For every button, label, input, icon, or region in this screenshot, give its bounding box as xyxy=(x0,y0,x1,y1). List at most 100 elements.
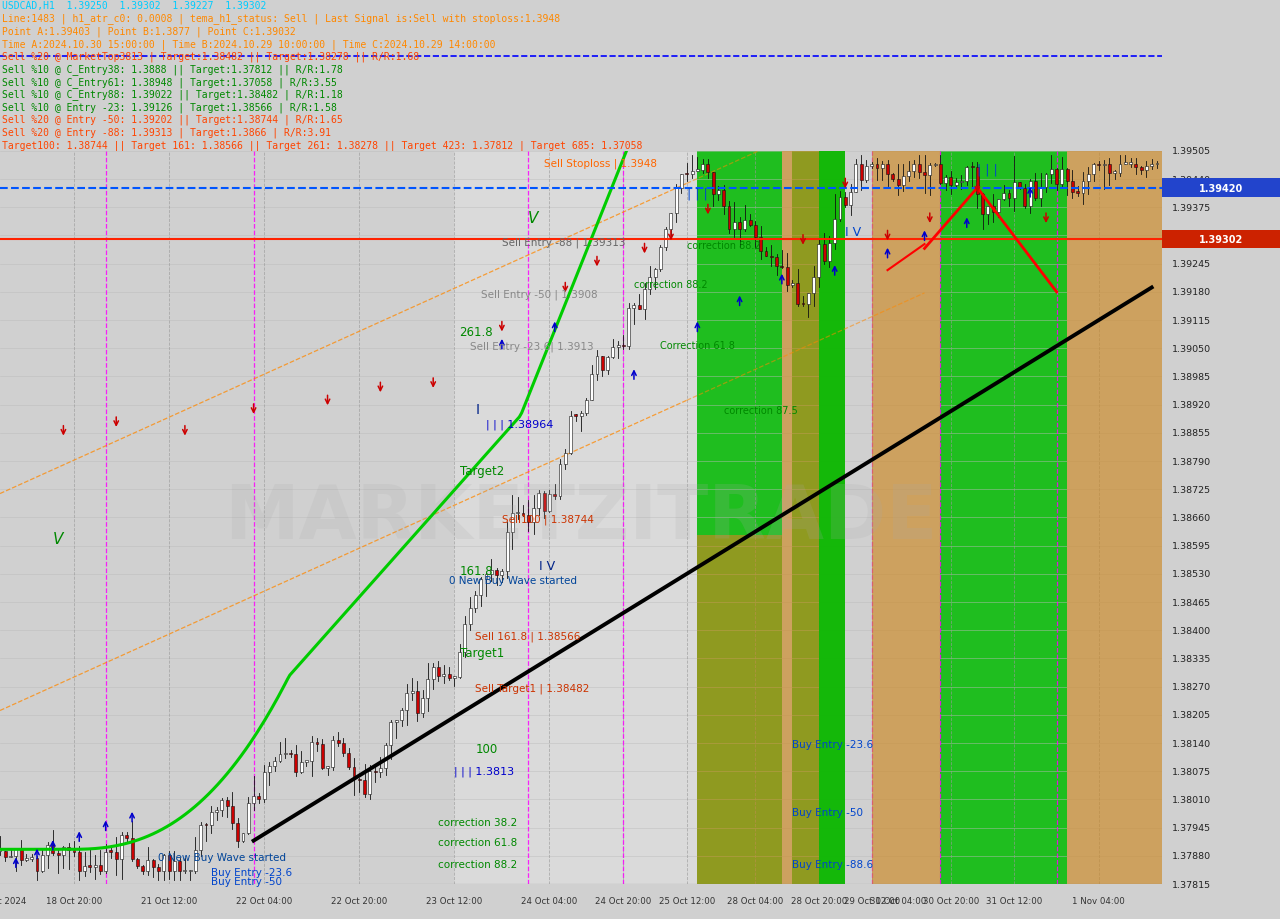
Bar xyxy=(669,214,672,230)
Bar xyxy=(257,796,260,799)
Bar xyxy=(225,800,229,806)
Text: Sell %20 @ MarketTop3813 | Target:1.38482 || Target:1.38278 || R/R:1.68: Sell %20 @ MarketTop3813 | Target:1.3848… xyxy=(3,51,420,62)
Bar xyxy=(776,258,778,267)
Bar xyxy=(242,834,244,842)
Bar xyxy=(675,188,677,214)
Bar xyxy=(406,694,408,710)
Bar xyxy=(426,679,429,698)
Bar xyxy=(463,624,466,652)
Bar xyxy=(1092,165,1094,175)
Bar xyxy=(941,152,1068,884)
Bar xyxy=(178,861,180,871)
Text: 30 Oct 04:00: 30 Oct 04:00 xyxy=(870,896,927,905)
Bar xyxy=(828,244,831,262)
Text: Sell100 | 1.38744: Sell100 | 1.38744 xyxy=(502,515,594,525)
Bar xyxy=(401,710,403,720)
Bar xyxy=(659,247,662,269)
Text: 1.38920: 1.38920 xyxy=(1171,401,1211,410)
Bar xyxy=(284,753,287,754)
Bar xyxy=(792,152,819,884)
Bar xyxy=(273,761,276,766)
Bar xyxy=(696,170,699,172)
Bar xyxy=(691,172,694,176)
Text: 24 Oct 20:00: 24 Oct 20:00 xyxy=(595,896,652,905)
Bar xyxy=(881,165,883,169)
Bar xyxy=(643,289,646,310)
Bar xyxy=(801,303,804,305)
Bar xyxy=(490,571,493,574)
Text: Target100: 1.38744 || Target 161: 1.38566 || Target 261: 1.38278 || Target 423: : Target100: 1.38744 || Target 161: 1.3856… xyxy=(3,140,643,151)
Bar xyxy=(411,691,413,694)
Bar xyxy=(1012,183,1016,199)
Bar xyxy=(1114,172,1116,174)
Bar xyxy=(358,779,361,780)
Bar xyxy=(1060,170,1064,185)
Bar xyxy=(908,172,910,176)
Text: | | |: | | | xyxy=(687,187,708,200)
Text: 1.39115: 1.39115 xyxy=(1171,316,1211,325)
Bar xyxy=(733,222,736,230)
Bar xyxy=(9,856,12,857)
Bar xyxy=(585,401,588,414)
Bar xyxy=(722,191,726,207)
Bar xyxy=(950,177,952,186)
Bar xyxy=(913,165,915,172)
Bar xyxy=(416,691,419,713)
Bar xyxy=(31,857,33,859)
Text: 22 Oct 04:00: 22 Oct 04:00 xyxy=(236,896,292,905)
Text: Sell Entry -88 | 1.39313: Sell Entry -88 | 1.39313 xyxy=(502,237,626,247)
Text: 1.37945: 1.37945 xyxy=(1171,823,1211,833)
Text: Sell %20 @ Entry -50: 1.39202 || Target:1.38744 | R/R:1.65: Sell %20 @ Entry -50: 1.39202 || Target:… xyxy=(3,115,343,125)
Text: Sell Stoploss | 1.3948: Sell Stoploss | 1.3948 xyxy=(544,159,657,169)
Bar xyxy=(637,305,641,310)
Bar xyxy=(352,767,356,779)
Text: I V: I V xyxy=(845,226,861,239)
Bar xyxy=(421,698,424,713)
Bar xyxy=(347,754,351,767)
Bar xyxy=(532,508,535,523)
Bar xyxy=(590,374,593,401)
Text: | | | 1.38964: | | | 1.38964 xyxy=(486,419,553,429)
Bar xyxy=(168,855,170,871)
Bar xyxy=(600,357,604,370)
Bar xyxy=(570,416,572,454)
Text: 1.38075: 1.38075 xyxy=(1171,766,1211,776)
Bar xyxy=(833,220,836,244)
Bar xyxy=(479,580,483,596)
Bar xyxy=(769,256,773,258)
Bar xyxy=(786,268,788,286)
Bar xyxy=(982,195,984,214)
Bar xyxy=(500,572,503,576)
Bar xyxy=(136,858,138,866)
Bar xyxy=(511,514,513,532)
Bar xyxy=(316,742,319,744)
Text: 1.38855: 1.38855 xyxy=(1171,429,1211,437)
Bar xyxy=(454,152,698,884)
Bar xyxy=(68,846,70,850)
Text: Point A:1.39403 | Point B:1.3877 | Point C:1.39032: Point A:1.39403 | Point B:1.3877 | Point… xyxy=(3,27,296,37)
Bar xyxy=(1024,188,1027,207)
Text: 1.38335: 1.38335 xyxy=(1171,654,1211,664)
Text: MARKETZITRADE: MARKETZITRADE xyxy=(224,482,938,554)
Bar xyxy=(764,252,768,256)
Text: 1.38790: 1.38790 xyxy=(1171,457,1211,466)
Bar xyxy=(268,766,271,772)
Bar xyxy=(516,512,520,514)
Text: 1.38660: 1.38660 xyxy=(1171,514,1211,522)
Bar xyxy=(860,165,863,181)
Bar xyxy=(739,222,741,230)
Bar xyxy=(918,165,920,173)
Bar xyxy=(19,849,23,860)
Bar xyxy=(125,835,128,838)
Bar xyxy=(997,200,1000,212)
Bar xyxy=(1002,194,1005,200)
Bar xyxy=(305,761,308,762)
Bar xyxy=(1039,188,1042,199)
Text: 23 Oct 12:00: 23 Oct 12:00 xyxy=(426,896,483,905)
Bar xyxy=(252,796,255,802)
Text: 31 Oct 12:00: 31 Oct 12:00 xyxy=(986,896,1042,905)
Bar xyxy=(152,859,155,868)
Text: 1.39375: 1.39375 xyxy=(1171,203,1211,212)
Text: 1.38725: 1.38725 xyxy=(1171,485,1211,494)
Bar xyxy=(960,181,963,183)
